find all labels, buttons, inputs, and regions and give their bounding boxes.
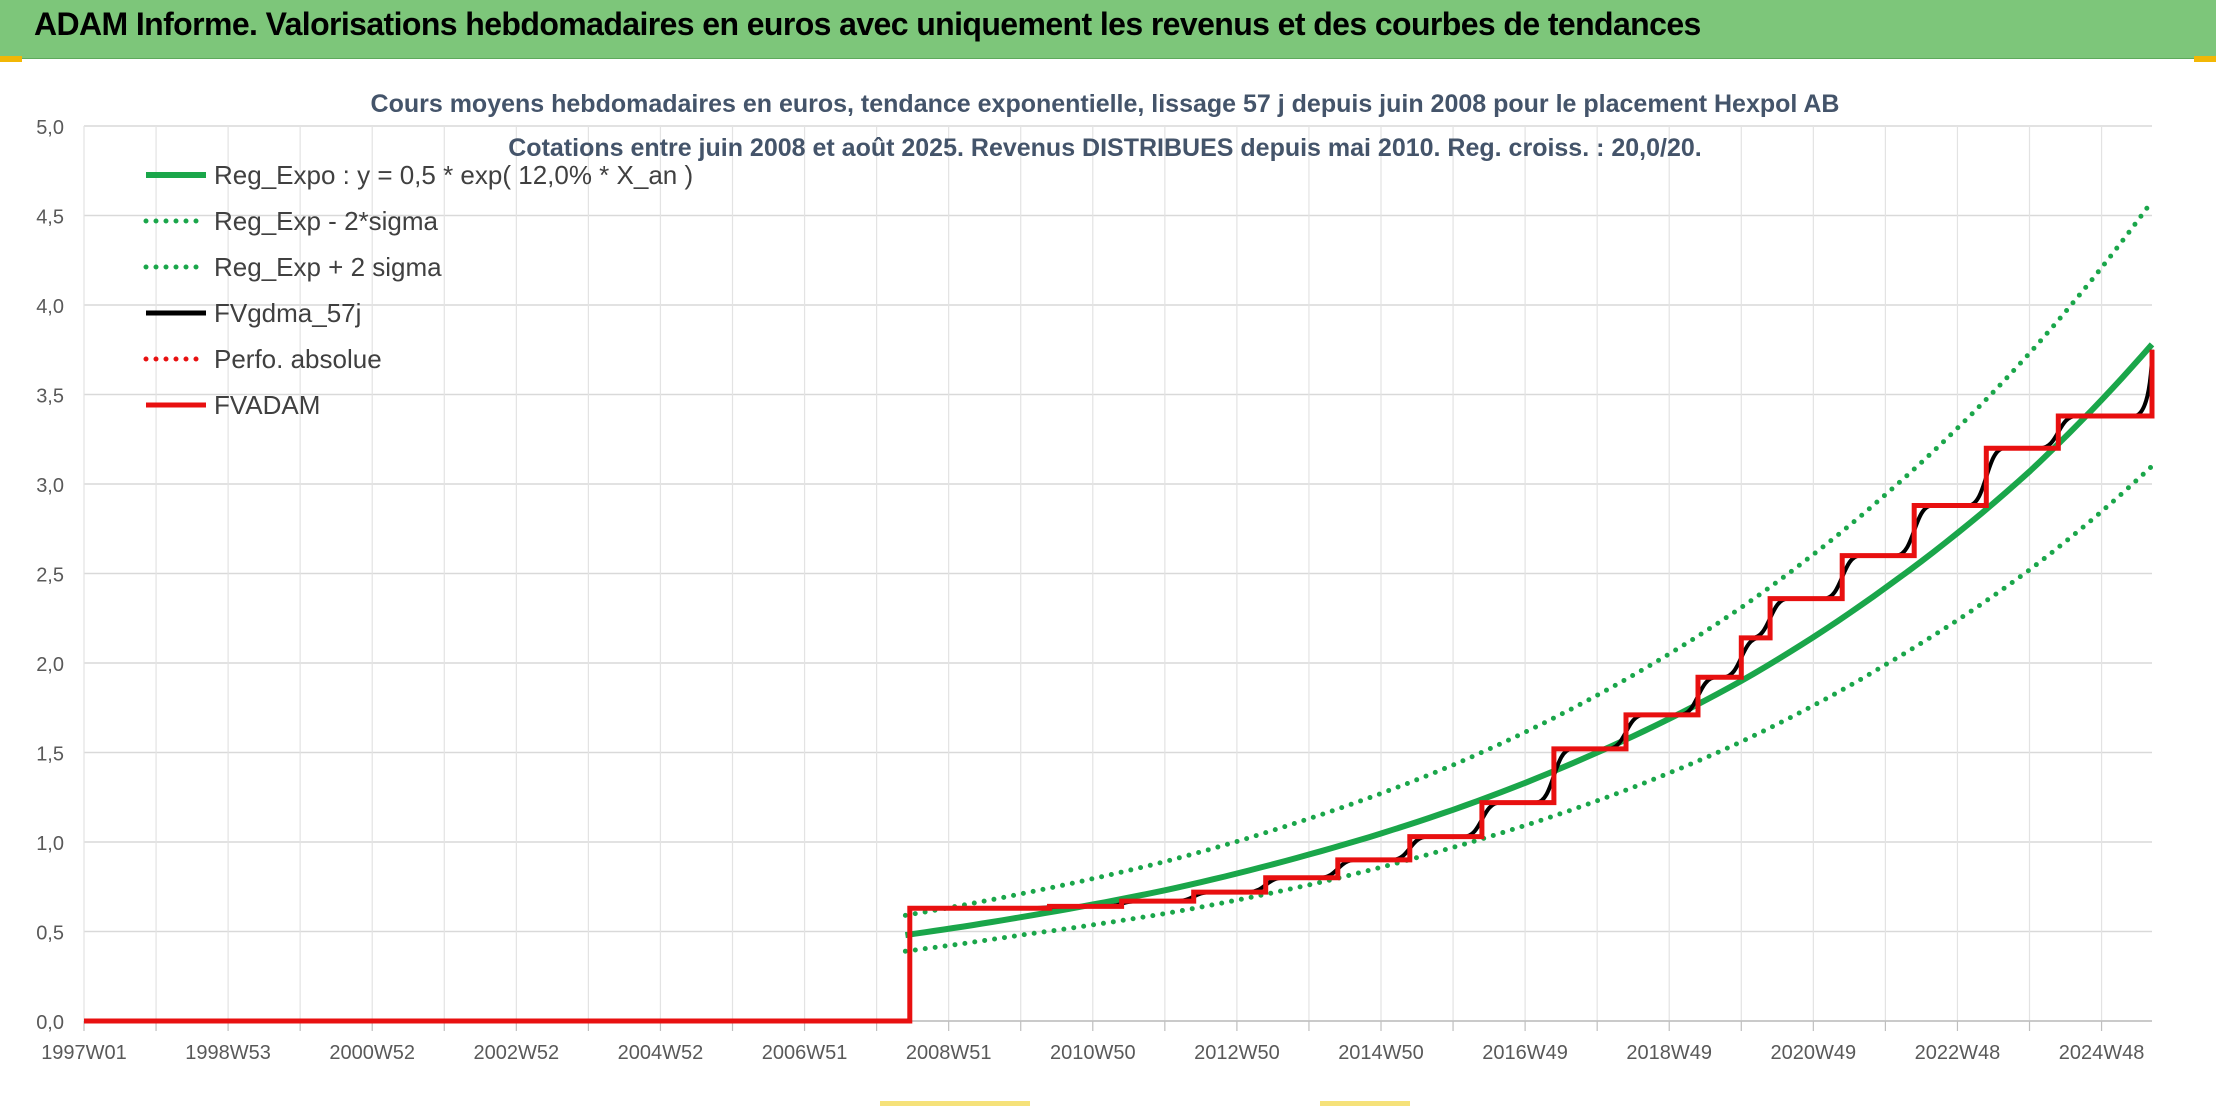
legend-label: Perfo. absolue xyxy=(214,344,382,374)
x-tick-label: 2002W52 xyxy=(474,1042,560,1064)
legend-label: Reg_Expo : y = 0,5 * exp( 12,0% * X_an ) xyxy=(214,160,693,190)
y-tick-label: 2,0 xyxy=(36,654,64,676)
y-tick-label: 1,5 xyxy=(36,744,64,766)
chart-title: Cours moyens hebdomadaires en euros, ten… xyxy=(371,90,1840,118)
x-tick-label: 2024W48 xyxy=(2059,1042,2145,1064)
series-line-5 xyxy=(84,349,2155,1024)
y-tick-label: 3,5 xyxy=(36,386,64,408)
footer-mark-1 xyxy=(880,1101,1030,1106)
chart-container: 0,0 0,5 1,0 1,5 2,0 2,5 3,0 3,5 4,0 4,5 5,0 1997W01… xyxy=(0,62,2216,1106)
x-tick-label: 2018W49 xyxy=(1626,1042,1712,1064)
x-tick-label: 2010W50 xyxy=(1050,1042,1136,1064)
x-tick-label: 2020W49 xyxy=(1771,1042,1857,1064)
series-line-3 xyxy=(84,349,2154,1023)
y-tick-label: 4,5 xyxy=(36,207,64,229)
y-tick-label: 0,0 xyxy=(36,1012,64,1034)
x-tick-label: 2000W52 xyxy=(329,1042,415,1064)
grid-layer xyxy=(83,125,2152,1022)
chart-subtitle: Cotations entre juin 2008 et août 2025. … xyxy=(508,134,1701,162)
footer-mark-2 xyxy=(1320,1101,1410,1106)
axis-layer: 0,0 0,5 1,0 1,5 2,0 2,5 3,0 3,5 4,0 4,5 5,0 1997W01… xyxy=(36,117,2152,1064)
legend-label: Reg_Exp + 2 sigma xyxy=(214,252,442,282)
corner-mark-left xyxy=(0,56,22,62)
y-tick-label: 4,0 xyxy=(36,296,64,318)
y-tick-label: 1,0 xyxy=(36,833,64,855)
x-tick-label: 2006W51 xyxy=(762,1042,848,1064)
report-title: ADAM Informe. Valorisations hebdomadaire… xyxy=(34,6,1701,42)
x-tick-label: 2004W52 xyxy=(618,1042,704,1064)
legend-label: Reg_Exp - 2*sigma xyxy=(214,206,439,236)
x-tick-label: 1997W01 xyxy=(41,1042,127,1064)
x-tick-label: 2012W50 xyxy=(1194,1042,1280,1064)
x-tick-label: 2014W50 xyxy=(1338,1042,1424,1064)
x-tick-label: 2022W48 xyxy=(1915,1042,2001,1064)
x-tick-label: 2016W49 xyxy=(1482,1042,1568,1064)
series-line-1 xyxy=(902,463,2155,954)
chart-legend: Reg_Expo : y = 0,5 * exp( 12,0% * X_an )… xyxy=(143,160,693,420)
series-layer xyxy=(84,198,2155,1024)
legend-label: FVgdma_57j xyxy=(214,298,361,328)
x-tick-label: 2008W51 xyxy=(906,1042,992,1064)
legend-label: FVADAM xyxy=(214,390,320,420)
corner-mark-right xyxy=(2194,56,2216,62)
y-tick-label: 5,0 xyxy=(36,117,64,139)
y-tick-label: 0,5 xyxy=(36,923,64,945)
y-tick-label: 2,5 xyxy=(36,565,64,587)
y-tick-label: 3,0 xyxy=(36,475,64,497)
report-header: ADAM Informe. Valorisations hebdomadaire… xyxy=(0,0,2216,59)
chart-svg: 0,0 0,5 1,0 1,5 2,0 2,5 3,0 3,5 4,0 4,5 5,0 1997W01… xyxy=(36,90,2155,1064)
series-line-2 xyxy=(902,198,2155,918)
x-tick-label: 1998W53 xyxy=(185,1042,271,1064)
